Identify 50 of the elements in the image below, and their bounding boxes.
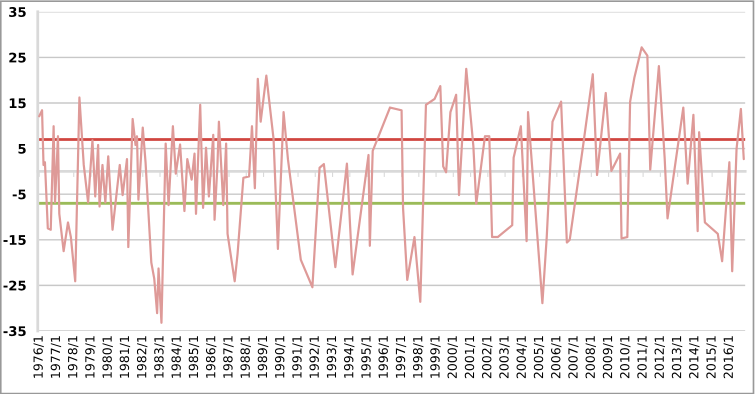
x-tick-label: 1983/1 [154,336,165,378]
x-tick-label: 2015/1 [706,336,717,378]
x-tick-label: 1980/1 [102,336,113,378]
y-tick-label: -15 [4,235,26,245]
x-tick-label: 1976/1 [33,336,44,378]
y-tick-label: -35 [4,326,26,336]
x-tick-label: 2000/1 [447,336,458,378]
x-tick-label: 2007/1 [568,336,579,378]
x-tick-label: 2009/1 [602,336,614,378]
x-tick-label: 1979/1 [85,336,96,378]
x-tick-label: 2003/1 [499,336,510,378]
x-tick-label: 1981/1 [120,336,130,378]
x-tick-label: 2004/1 [516,336,527,378]
y-tick-label: -5 [12,190,26,200]
y-tick-label: 25 [9,52,26,63]
line-series [38,46,745,324]
x-tick-label: 1989/1 [258,336,268,378]
x-tick-label: 2002/1 [482,336,492,378]
x-tick-label: 1984/1 [171,336,182,378]
x-tick-label: 2001/1 [464,336,476,378]
x-tick-label: 2006/1 [551,336,562,378]
y-tick-label: -25 [4,280,26,291]
x-tick-label: 2011/1 [637,336,648,378]
x-tick-label: 1987/1 [223,336,234,378]
x-tick-label: 1991/1 [292,336,303,378]
x-tick-label: 2010/1 [620,336,630,378]
x-tick-label: 2008/1 [586,336,596,378]
x-tick-label: 1993/1 [326,336,338,378]
x-tick-label: 1999/1 [430,336,441,378]
x-tick-label: 1998/1 [412,336,424,378]
y-tick-label: 35 [9,7,26,18]
x-tick-label: 1978/1 [68,336,78,378]
y-tick-label: 15 [10,98,26,108]
y-tick-label: 5 [18,144,26,154]
x-tick-label: 1986/1 [206,336,216,378]
x-tick-label: 2016/1 [724,336,734,378]
x-tick-label: 1977/1 [50,336,62,378]
x-tick-label: 2013/1 [672,336,682,378]
x-tick-label: 2012/1 [654,336,665,378]
x-tick-label: 1982/1 [136,336,148,378]
x-tick-label: 1996/1 [378,336,389,378]
x-tick-label: 1994/1 [344,336,354,378]
x-tick-label: 1992/1 [309,336,320,378]
x-tick-label: 1995/1 [361,336,372,378]
x-tick-label: 1990/1 [274,336,286,378]
x-tick-label: 2014/1 [689,336,700,378]
x-tick-label: 2005/1 [534,336,544,378]
x-tick-label: 1988/1 [240,336,251,378]
x-tick-label: 1997/1 [396,336,406,378]
x-tick-label: 1985/1 [188,336,200,378]
